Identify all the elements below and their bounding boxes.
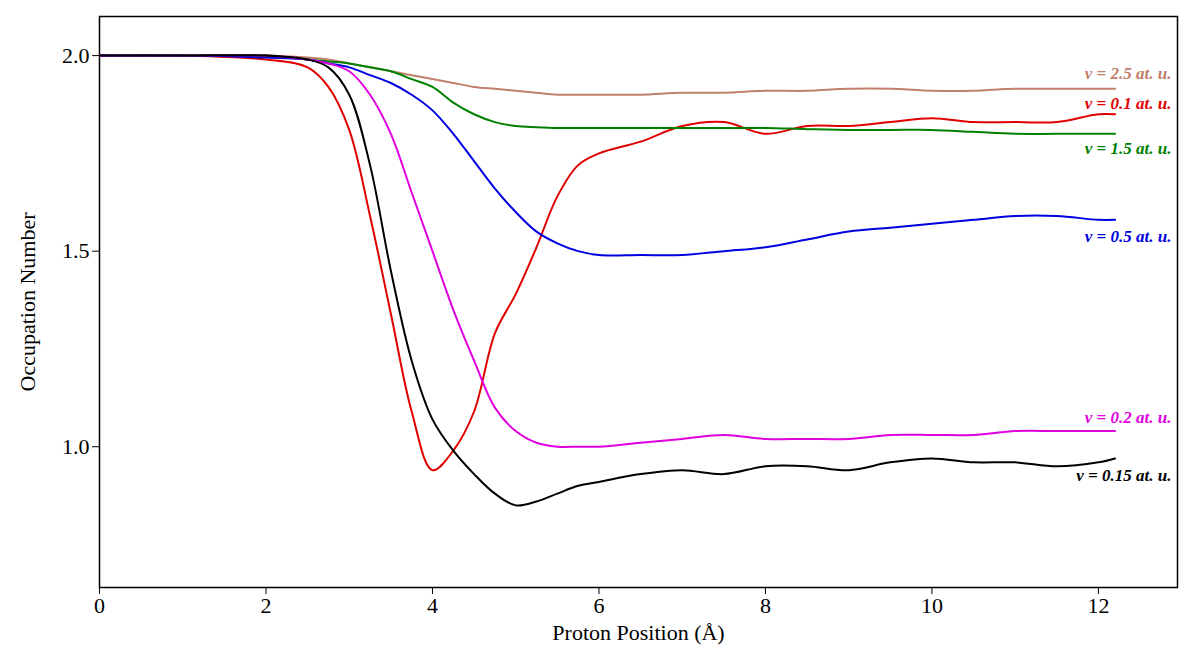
svg-text:v = 0.2 at. u.: v = 0.2 at. u. <box>1085 408 1172 427</box>
svg-text:2: 2 <box>260 593 271 618</box>
svg-text:4: 4 <box>427 593 438 618</box>
svg-text:2.0: 2.0 <box>62 43 90 68</box>
svg-text:10: 10 <box>921 593 943 618</box>
svg-text:v = 2.5 at. u.: v = 2.5 at. u. <box>1085 64 1172 83</box>
svg-text:0: 0 <box>94 593 105 618</box>
svg-text:v = 0.15 at. u.: v = 0.15 at. u. <box>1076 466 1171 485</box>
svg-text:v = 0.5 at. u.: v = 0.5 at. u. <box>1085 227 1172 246</box>
svg-text:1.5: 1.5 <box>62 238 90 263</box>
svg-text:6: 6 <box>593 593 604 618</box>
svg-text:v = 1.5 at. u.: v = 1.5 at. u. <box>1085 139 1172 158</box>
svg-text:1.0: 1.0 <box>62 434 90 459</box>
svg-text:Occupation Number: Occupation Number <box>15 212 40 392</box>
svg-text:Proton Position (Å): Proton Position (Å) <box>552 620 724 645</box>
svg-text:12: 12 <box>1087 593 1109 618</box>
svg-text:8: 8 <box>760 593 771 618</box>
svg-text:v = 0.1 at. u.: v = 0.1 at. u. <box>1085 94 1172 113</box>
